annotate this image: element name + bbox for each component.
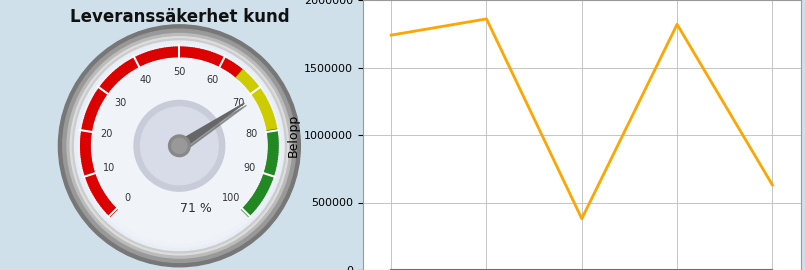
Akt. år <box>577 217 587 220</box>
Circle shape <box>72 39 287 253</box>
Text: 60: 60 <box>207 75 219 85</box>
Y-axis label: Belopp: Belopp <box>287 113 299 157</box>
Text: 50: 50 <box>173 67 186 77</box>
Circle shape <box>59 25 300 267</box>
Text: 70: 70 <box>233 98 245 108</box>
Text: 0: 0 <box>125 193 130 203</box>
Text: 10: 10 <box>103 164 116 174</box>
Akt. år <box>672 23 682 26</box>
Polygon shape <box>177 103 245 149</box>
Polygon shape <box>180 105 246 151</box>
Akt. år <box>481 17 491 21</box>
Text: Leveranssäkerhet kund: Leveranssäkerhet kund <box>69 8 289 26</box>
Text: 100: 100 <box>222 193 241 203</box>
Circle shape <box>63 29 296 262</box>
Föreg. år <box>386 268 396 270</box>
Line: Akt. år: Akt. år <box>391 19 772 219</box>
Föreg. år <box>481 268 491 270</box>
Circle shape <box>141 107 218 185</box>
Text: 90: 90 <box>243 164 255 174</box>
Text: 71 %: 71 % <box>180 202 212 215</box>
Circle shape <box>78 44 281 247</box>
Circle shape <box>67 33 291 258</box>
Text: 30: 30 <box>114 98 126 108</box>
Circle shape <box>168 135 190 157</box>
Föreg. år <box>672 268 682 270</box>
Circle shape <box>171 138 187 153</box>
Text: 20: 20 <box>101 129 113 139</box>
Circle shape <box>134 100 225 191</box>
Text: 80: 80 <box>246 129 258 139</box>
Föreg. år <box>577 268 587 270</box>
Föreg. år <box>767 268 777 270</box>
Circle shape <box>75 41 284 251</box>
Circle shape <box>93 59 266 232</box>
Text: 40: 40 <box>140 75 152 85</box>
Akt. år <box>386 33 396 37</box>
Circle shape <box>82 49 277 243</box>
Circle shape <box>70 37 288 255</box>
Akt. år <box>767 183 777 187</box>
